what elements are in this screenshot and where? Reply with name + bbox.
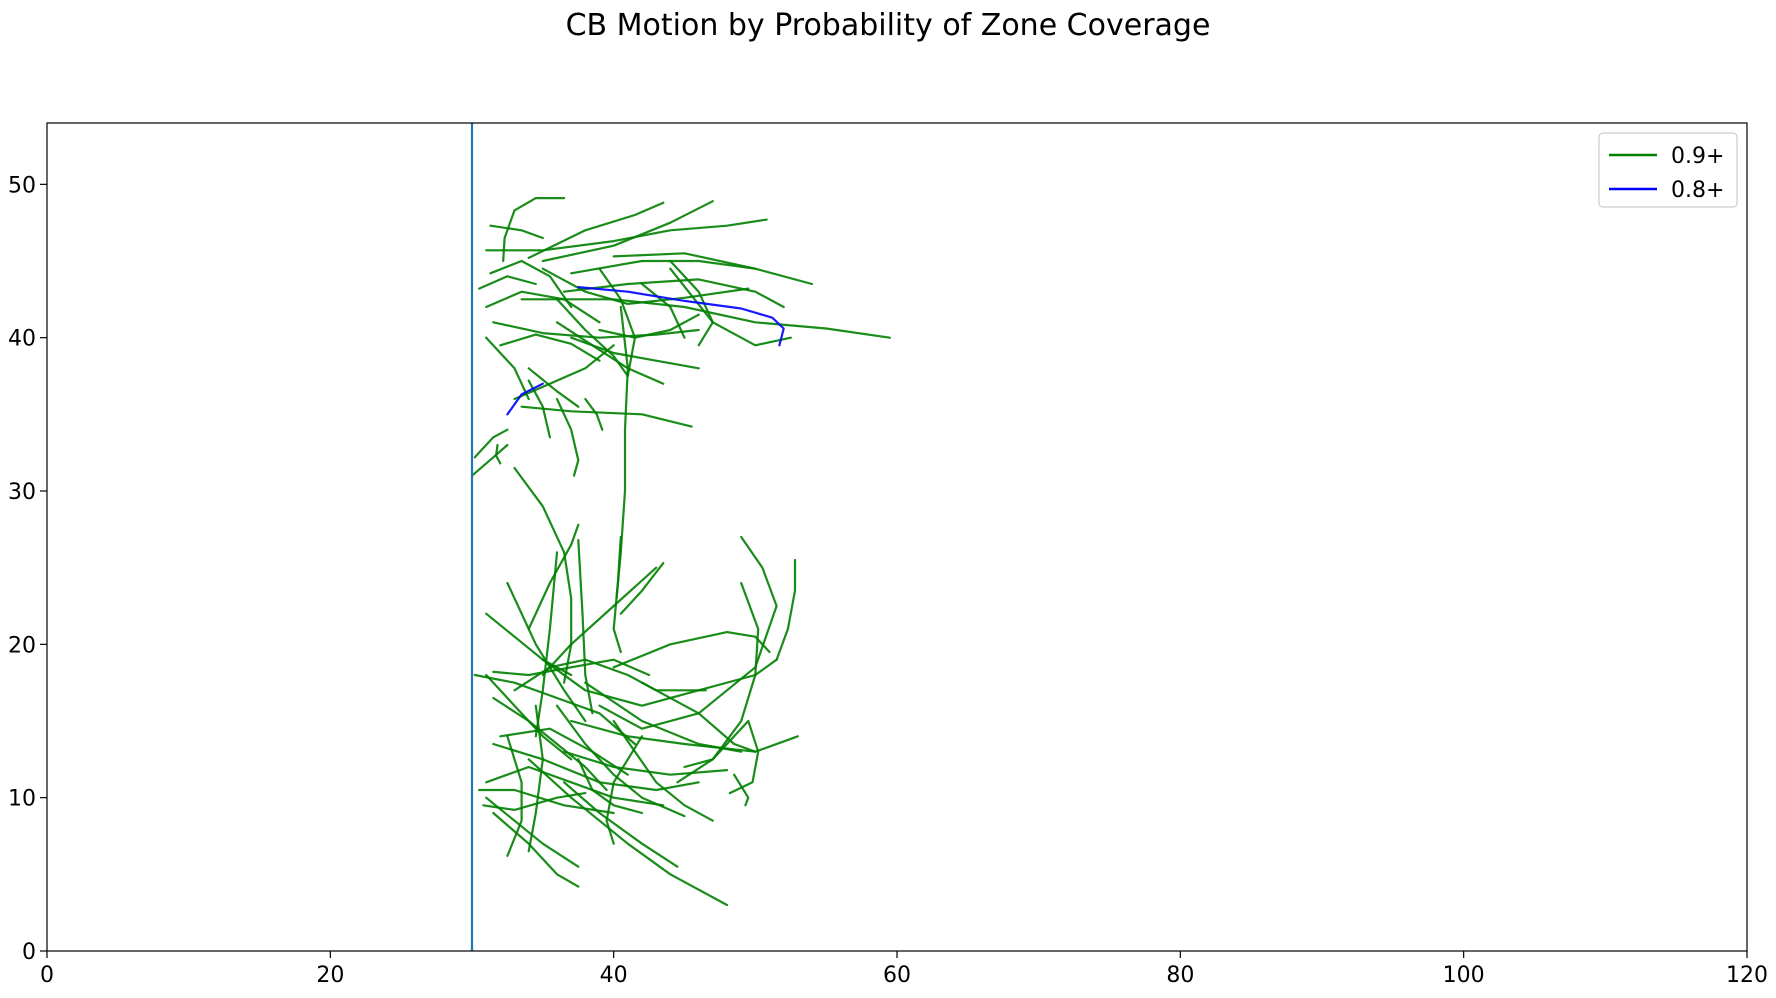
track-line	[473, 673, 636, 746]
track-line	[669, 267, 792, 347]
tracks-layer	[470, 197, 891, 907]
track-line	[612, 252, 814, 286]
track-line	[499, 333, 601, 362]
track-line	[485, 218, 768, 252]
track-line	[520, 298, 891, 339]
track-line	[563, 781, 679, 868]
track-line	[520, 405, 693, 428]
track-line	[485, 796, 580, 868]
x-tick-label: 80	[1166, 963, 1194, 988]
track-line	[492, 742, 700, 792]
x-tick-label: 40	[600, 963, 628, 988]
track-line	[555, 298, 629, 378]
track-line	[733, 773, 750, 807]
track-line	[775, 558, 797, 661]
x-tick-label: 0	[40, 963, 54, 988]
track-line	[495, 443, 502, 465]
track-line	[492, 321, 700, 339]
y-tick-label: 20	[8, 633, 36, 658]
track-line	[499, 727, 629, 776]
x-tick-label: 60	[883, 963, 911, 988]
track-line	[470, 443, 509, 477]
track-line	[612, 535, 622, 654]
track-line	[492, 811, 580, 888]
track-line	[473, 428, 509, 459]
track-line	[478, 788, 615, 815]
track-line	[541, 267, 750, 305]
x-tick-label: 120	[1726, 963, 1768, 988]
track-line	[485, 336, 530, 401]
legend-label: 0.9+	[1671, 144, 1724, 169]
track-line	[577, 758, 644, 815]
y-tick-label: 30	[8, 480, 36, 505]
track-line	[513, 344, 615, 401]
legend: 0.9+ 0.8+	[1598, 132, 1738, 208]
track-line	[640, 282, 686, 339]
track-line	[612, 719, 714, 822]
track-line	[584, 397, 604, 431]
track-line	[555, 397, 580, 477]
x-tick-label: 20	[316, 963, 344, 988]
x-tick-label: 100	[1443, 963, 1485, 988]
track-line	[527, 758, 729, 907]
track-line	[485, 290, 601, 324]
track-line	[598, 535, 778, 730]
track-line	[527, 704, 544, 853]
track-line	[527, 201, 665, 259]
chart-title: CB Motion by Probability of Zone Coverag…	[565, 8, 1211, 43]
track-line	[612, 631, 771, 669]
track-line	[577, 539, 594, 715]
track-line	[485, 612, 573, 677]
axes-frame	[46, 122, 1748, 952]
track-line	[513, 658, 707, 692]
track-line	[615, 305, 629, 600]
track-line	[640, 681, 757, 753]
track-line	[555, 704, 686, 818]
track-line	[541, 566, 658, 677]
track-line	[676, 581, 760, 784]
track-line	[563, 278, 785, 309]
legend-label: 0.8+	[1671, 178, 1724, 203]
track-line	[489, 224, 544, 240]
track-line	[541, 200, 714, 263]
track-line	[506, 735, 523, 857]
track-line	[485, 765, 665, 807]
x-axis: 0 20 40 60 80 100 120	[40, 951, 1768, 988]
track-line	[669, 259, 714, 347]
track-line	[683, 719, 760, 795]
track-line	[492, 658, 651, 677]
series-09-group	[470, 197, 891, 907]
track-line	[598, 313, 700, 339]
track-line	[478, 275, 537, 290]
y-tick-label: 40	[8, 327, 36, 352]
track-line	[489, 259, 573, 309]
y-tick-label: 10	[8, 787, 36, 812]
track-line	[619, 562, 665, 615]
track-line	[563, 750, 729, 776]
track-line	[513, 466, 573, 684]
y-tick-label: 50	[8, 173, 36, 198]
track-line	[527, 367, 580, 408]
track-line	[527, 523, 580, 631]
track-line	[577, 286, 785, 347]
y-axis: 0 10 20 30 40 50	[8, 173, 47, 965]
track-line	[502, 197, 566, 263]
series-08-group	[506, 286, 785, 416]
track-line	[534, 551, 559, 738]
track-line	[492, 696, 608, 792]
track-line	[555, 321, 665, 385]
track-line	[506, 382, 544, 416]
y-tick-label: 0	[22, 940, 36, 965]
track-line	[570, 719, 799, 753]
